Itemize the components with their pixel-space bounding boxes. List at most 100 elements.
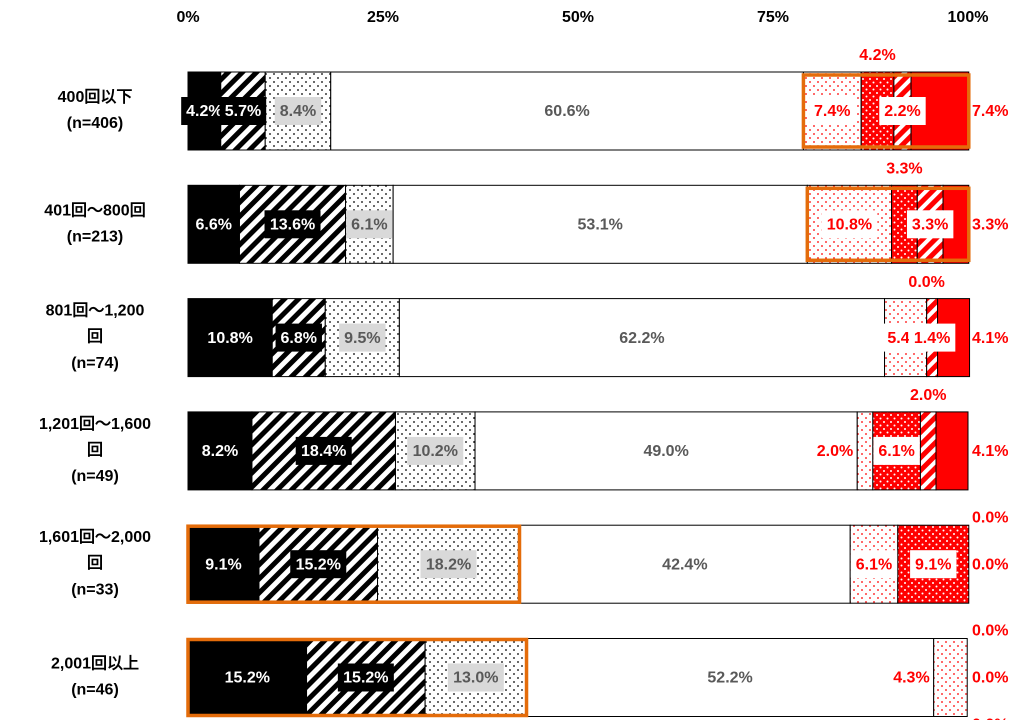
label-box: [873, 436, 920, 465]
label-box: [337, 663, 394, 692]
category-label: 801回〜1,200 回: [46, 302, 145, 346]
bar-segment: [919, 411, 937, 491]
data-label: 5.7%: [225, 103, 261, 120]
data-label: 10.2%: [413, 443, 458, 460]
label-box: [906, 210, 954, 239]
label-box: [202, 323, 259, 352]
label-box: [200, 550, 247, 579]
bar-segment: [526, 638, 935, 717]
bar-segment: [933, 638, 968, 717]
label-box: [821, 210, 878, 239]
x-tick-label: 50%: [562, 9, 594, 26]
highlight-box: [801, 73, 971, 149]
data-label: 62.2%: [619, 330, 664, 347]
label-box: [346, 210, 393, 239]
label-box: [275, 323, 322, 352]
bar-segment: [398, 298, 886, 378]
data-label: 8.4%: [280, 103, 316, 120]
data-label: 0.0%: [908, 274, 944, 291]
bar-segment: [519, 524, 851, 604]
label-box: [908, 323, 956, 352]
x-tick-label: 0%: [176, 9, 199, 26]
data-label: 2.0%: [910, 387, 946, 404]
sample-size: (n=74): [71, 355, 119, 372]
category-label: 401回〜800回: [44, 202, 145, 220]
data-label: 15.2%: [225, 670, 270, 687]
data-label: 9.1%: [915, 556, 951, 573]
data-label: 7.4%: [972, 103, 1008, 120]
sample-size: (n=49): [71, 468, 119, 485]
highlight-box: [186, 637, 529, 718]
x-tick-label: 75%: [757, 9, 789, 26]
data-label: 42.4%: [662, 556, 707, 573]
bar-segment: [330, 71, 804, 151]
data-label: 60.6%: [544, 103, 589, 120]
bar-segment: [856, 411, 874, 491]
label-box: [850, 550, 898, 579]
data-label: 0.0%: [972, 670, 1008, 687]
data-label: 4.2%: [186, 103, 222, 120]
label-box: [295, 436, 352, 465]
data-label: 9.5%: [344, 330, 380, 347]
data-label: 18.2%: [426, 556, 471, 573]
label-box: [447, 663, 504, 692]
data-label: 6.8%: [281, 330, 317, 347]
sample-size: (n=406): [67, 115, 123, 132]
data-label: 3.3%: [912, 217, 948, 234]
data-label: 10.8%: [827, 217, 872, 234]
category-label: 400回以下: [58, 88, 133, 106]
label-box: [420, 550, 477, 579]
label-box: [219, 663, 276, 692]
sample-size: (n=213): [67, 229, 123, 246]
label-box: [407, 436, 464, 465]
data-label: 53.1%: [578, 217, 623, 234]
label-box: [339, 323, 386, 352]
data-label: 4.2%: [859, 47, 895, 64]
category-label: 2,001回以上: [51, 655, 139, 673]
bar-segment: [392, 184, 808, 264]
data-label: 0.0%: [972, 509, 1008, 526]
data-label: 15.2%: [343, 670, 388, 687]
data-label: 49.0%: [643, 443, 688, 460]
data-label: 2.2%: [884, 103, 920, 120]
data-label: 8.2%: [202, 443, 238, 460]
x-tick-label: 100%: [948, 9, 989, 26]
data-label: 52.2%: [707, 670, 752, 687]
data-label: 13.0%: [453, 670, 498, 687]
data-label: 6.1%: [351, 217, 387, 234]
data-label: 0.0%: [972, 556, 1008, 573]
data-label: 18.4%: [301, 443, 346, 460]
label-box: [190, 210, 237, 239]
data-label: 15.2%: [296, 556, 341, 573]
label-box: [809, 97, 856, 125]
category-label: 1,601回〜2,000 回: [39, 528, 151, 572]
label-box: [264, 210, 321, 239]
data-label: 4.1%: [972, 443, 1008, 460]
label-box: [879, 97, 926, 125]
label-box: [290, 550, 347, 579]
label-box: [274, 97, 322, 125]
data-label: 3.3%: [886, 161, 922, 178]
x-tick-label: 25%: [367, 9, 399, 26]
data-label: 3.3%: [972, 217, 1008, 234]
data-label: 2.0%: [817, 443, 853, 460]
data-label: 10.8%: [207, 330, 252, 347]
data-label: 1.4%: [914, 330, 950, 347]
data-label: 6.1%: [856, 556, 892, 573]
data-label: 6.6%: [196, 217, 232, 234]
label-box: [910, 550, 957, 579]
data-label: 6.1%: [878, 443, 914, 460]
label-box: [196, 436, 244, 465]
category-label: 1,201回〜1,600 回: [39, 415, 151, 459]
data-label: 4.1%: [972, 330, 1008, 347]
sample-size: (n=46): [71, 682, 119, 699]
label-box: [219, 97, 267, 125]
sample-size: (n=33): [71, 581, 119, 598]
bar-segment: [935, 411, 969, 491]
data-label: 0.0%: [972, 623, 1008, 640]
data-label: 9.1%: [205, 556, 241, 573]
data-label: 13.6%: [270, 217, 315, 234]
data-label: 4.3%: [893, 670, 929, 687]
data-label: 7.4%: [814, 103, 850, 120]
